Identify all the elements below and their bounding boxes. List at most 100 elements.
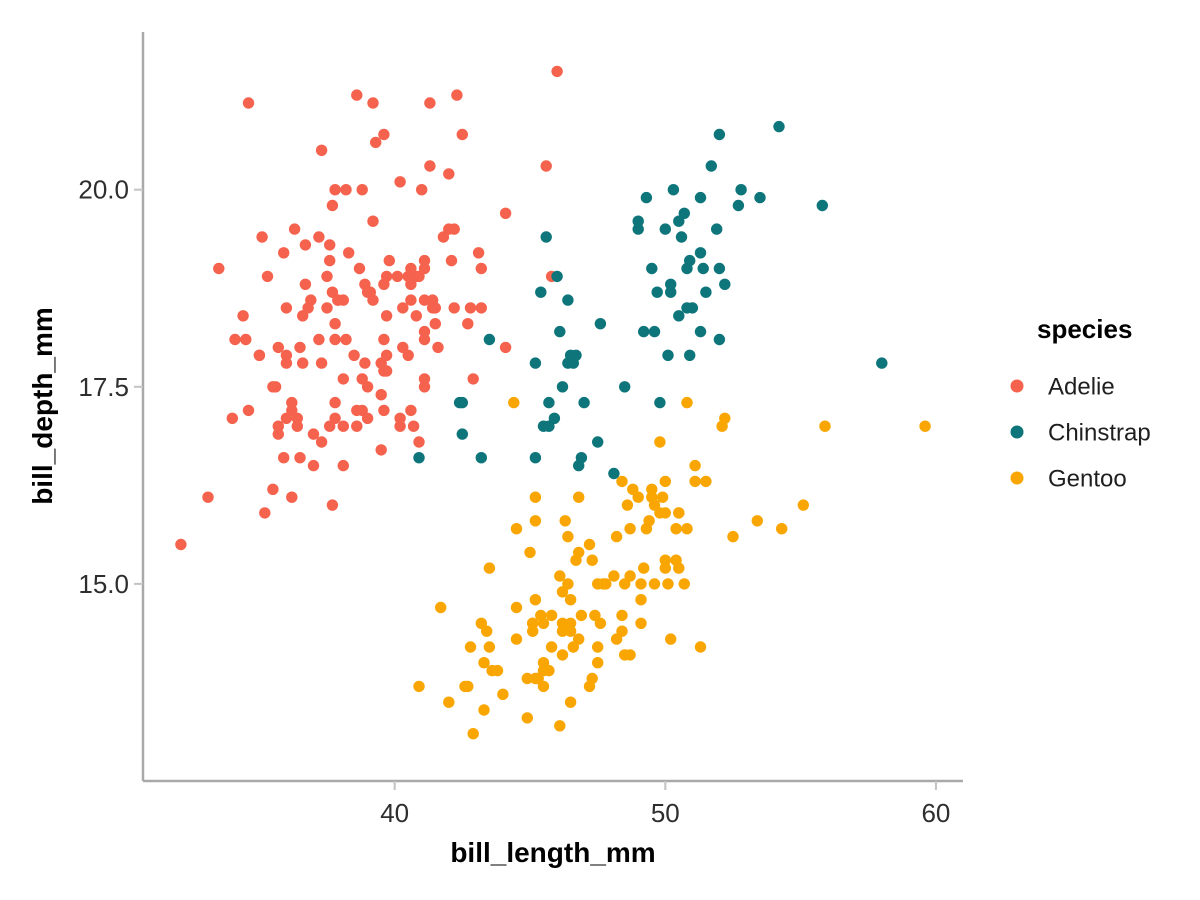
data-point: [556, 649, 569, 661]
data-point: [694, 247, 707, 259]
data-point: [540, 160, 552, 172]
data-point: [689, 475, 701, 488]
data-point: [375, 389, 387, 401]
axes: 40 50 60 15.0 17.5 20.0: [78, 32, 963, 828]
data-point: [659, 562, 671, 574]
data-point: [456, 128, 468, 141]
series-gentoo: [413, 396, 931, 740]
data-point: [462, 318, 474, 330]
data-point: [589, 609, 601, 622]
data-point: [483, 641, 496, 653]
data-point: [678, 578, 690, 590]
data-point: [713, 333, 726, 346]
data-point: [175, 538, 187, 551]
data-point: [673, 507, 685, 519]
data-point: [413, 452, 425, 464]
data-point: [713, 128, 726, 141]
data-point: [329, 396, 341, 409]
data-point: [719, 278, 731, 290]
data-point: [229, 333, 241, 346]
data-point: [407, 420, 420, 432]
data-point: [240, 333, 252, 346]
data-point: [529, 594, 542, 606]
data-point: [337, 420, 349, 432]
data-point: [378, 128, 390, 141]
data-point: [424, 97, 436, 109]
data-point: [321, 270, 333, 283]
data-point: [635, 617, 647, 629]
data-point: [554, 570, 566, 582]
data-point: [499, 207, 512, 219]
data-point: [616, 609, 628, 622]
data-point: [570, 349, 582, 361]
data-point: [654, 436, 666, 448]
data-point: [735, 184, 747, 196]
data-point: [405, 262, 417, 275]
data-point: [608, 467, 620, 480]
data-point: [272, 341, 284, 354]
data-point: [307, 428, 320, 440]
data-point: [340, 184, 352, 196]
data-point: [573, 459, 585, 472]
data-point: [313, 231, 325, 243]
data-point: [405, 294, 417, 306]
data-point: [326, 199, 339, 212]
data-point: [429, 318, 441, 330]
data-point: [638, 562, 650, 574]
data-point: [586, 554, 598, 566]
data-point: [773, 120, 785, 133]
data-point: [543, 396, 555, 409]
data-point: [673, 215, 685, 227]
data-point: [418, 262, 431, 275]
data-point: [521, 712, 533, 724]
data-point: [353, 262, 366, 275]
data-point: [573, 491, 585, 503]
data-point: [237, 310, 249, 322]
data-point: [665, 278, 677, 290]
data-point: [529, 452, 542, 464]
data-point: [475, 302, 487, 314]
data-point: [259, 507, 271, 519]
data-point: [540, 231, 552, 243]
data-point: [675, 231, 688, 243]
data-point: [375, 444, 387, 456]
data-point: [253, 349, 266, 361]
data-point: [297, 310, 309, 322]
data-point: [876, 357, 888, 369]
data-point: [592, 436, 604, 448]
data-point: [524, 546, 536, 559]
data-point: [694, 641, 707, 653]
data-point: [554, 720, 566, 732]
data-point: [451, 89, 463, 101]
data-point: [394, 420, 406, 432]
data-point: [659, 223, 671, 235]
data-point: [418, 254, 431, 267]
data-point: [418, 325, 431, 338]
data-point: [315, 436, 328, 448]
data-point: [694, 191, 707, 204]
data-point: [242, 97, 255, 109]
data-point: [324, 420, 336, 432]
data-point: [646, 491, 658, 503]
data-point: [592, 641, 604, 653]
legend-item-gentoo: Gentoo: [1010, 466, 1127, 493]
data-point: [508, 396, 520, 409]
data-point: [475, 452, 487, 464]
data-point: [278, 452, 290, 464]
data-point: [286, 396, 298, 409]
data-point: [529, 357, 542, 369]
data-point: [646, 483, 658, 495]
data-point: [594, 318, 607, 330]
data-point: [700, 475, 712, 488]
data-point: [662, 578, 674, 590]
data-point: [475, 262, 487, 275]
data-point: [272, 420, 284, 432]
data-point: [261, 270, 274, 283]
data-point: [564, 617, 577, 629]
x-tick-label: 40: [380, 798, 409, 828]
data-point: [616, 625, 628, 637]
data-point: [635, 594, 647, 606]
legend: species Adelie Chinstrap Gentoo: [1010, 314, 1151, 493]
data-point: [732, 199, 745, 212]
